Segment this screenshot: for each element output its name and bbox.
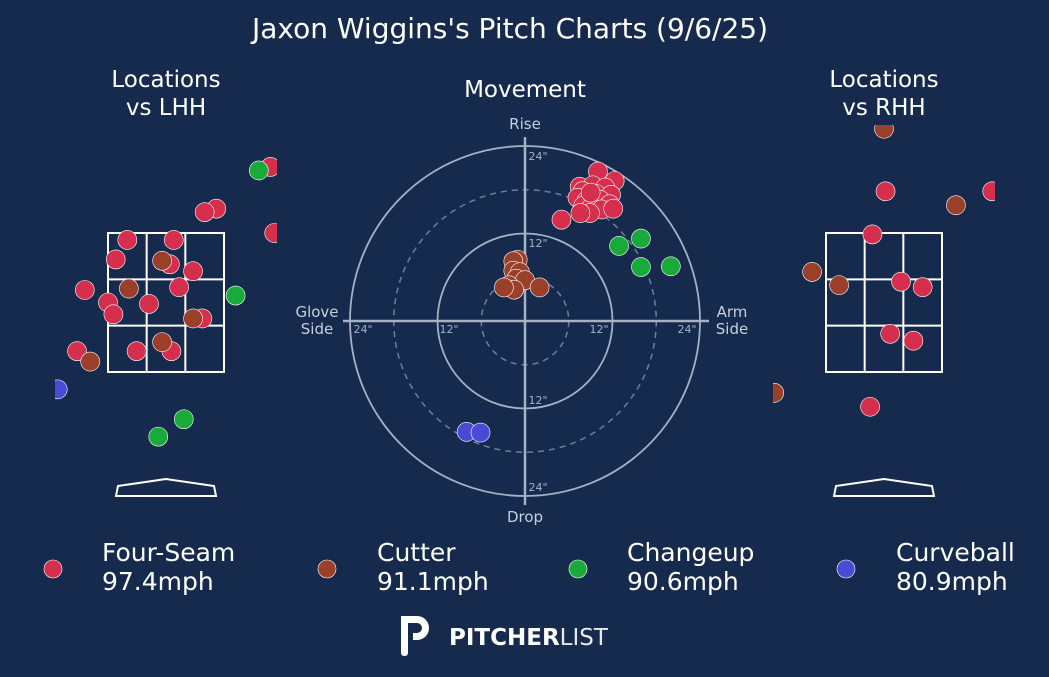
lhh-point-changeup (173, 409, 194, 430)
axis-label-drop: Drop (507, 508, 543, 526)
lhh-locations-panel (55, 157, 277, 497)
lhh-point-cutter (183, 308, 203, 329)
rhh-strike-zone (825, 232, 943, 373)
movement-point-changeup (631, 228, 651, 249)
lhh-point-four-seam (169, 277, 189, 298)
rhh-point-cutter (773, 383, 784, 403)
movement-title: Movement (464, 77, 586, 103)
rhh-point-four-seam (982, 181, 995, 202)
movement-point-four-seam (551, 209, 572, 230)
lhh-point-four-seam (103, 304, 124, 325)
rhh-point-four-seam (875, 181, 896, 202)
legend-label-changeup: Changeup (627, 538, 754, 567)
rhh-title-line2: vs RHH (842, 95, 925, 121)
lhh-point-four-seam (194, 202, 215, 222)
lhh-point-cutter (119, 278, 139, 299)
legend-speed-cutter: 91.1mph (377, 567, 489, 596)
axis-label-arm-2: Side (716, 320, 748, 338)
axis-label-rise: Rise (509, 115, 541, 133)
rhh-home-plate (832, 477, 936, 497)
lhh-point-curveball (55, 379, 68, 400)
lhh-point-four-seam (67, 341, 87, 361)
rhh-point-four-seam (860, 396, 880, 417)
legend: Four-Seam 97.4mph Cutter 91.1mph Changeu… (43, 538, 1015, 596)
legend-marker-four-seam (43, 559, 63, 579)
rhh-point-four-seam (862, 224, 883, 245)
movement-point-cutter (494, 277, 514, 298)
rhh-points (773, 125, 995, 417)
lhh-point-changeup (248, 160, 269, 181)
lhh-title-line2: vs LHH (126, 95, 206, 121)
lhh-point-four-seam (183, 261, 203, 282)
lhh-point-changeup (148, 426, 169, 447)
rhh-point-four-seam (912, 277, 933, 298)
legend-speed-four-seam: 97.4mph (102, 567, 214, 596)
legend-label-curveball: Curveball (896, 538, 1015, 567)
lhh-point-four-seam (126, 341, 147, 361)
lhh-home-plate (114, 477, 218, 497)
rhh-point-cutter (874, 125, 894, 139)
legend-label-cutter: Cutter (377, 538, 456, 567)
lhh-point-cutter (80, 351, 101, 372)
legend-marker-cutter (317, 559, 337, 579)
tick-top-12: 12" (528, 237, 547, 250)
axis-label-glove-2: Side (301, 320, 333, 338)
legend-label-four-seam: Four-Seam (102, 538, 235, 567)
tick-left-12: 12" (439, 323, 458, 336)
lhh-point-cutter (152, 332, 172, 352)
rhh-point-four-seam (880, 323, 900, 344)
legend-marker-changeup (568, 559, 588, 579)
movement-point-changeup (609, 236, 629, 256)
movement-plot: Rise Drop Glove Side Arm Side 24" 12" 12… (295, 115, 748, 526)
lhh-point-four-seam (139, 294, 159, 314)
movement-points (456, 161, 681, 443)
lhh-point-four-seam (105, 249, 126, 270)
legend-marker-curveball (836, 559, 856, 579)
lhh-points (55, 157, 277, 447)
rhh-locations-panel (773, 125, 995, 497)
legend-speed-curveball: 80.9mph (896, 567, 1008, 596)
chart-title: Jaxon Wiggins's Pitch Charts (9/6/25) (250, 12, 768, 45)
lhh-point-changeup (225, 285, 246, 306)
lhh-title-line1: Locations (111, 67, 220, 93)
axis-label-glove-1: Glove (295, 303, 338, 321)
pitcherlist-p-icon (401, 616, 429, 656)
tick-bottom-24: 24" (528, 481, 547, 494)
rhh-point-four-seam (903, 330, 924, 351)
rhh-point-four-seam (891, 271, 911, 292)
lhh-point-four-seam (264, 223, 277, 243)
rhh-point-cutter (946, 195, 966, 215)
tick-left-24: 24" (353, 323, 372, 336)
tick-bottom-12: 12" (528, 394, 547, 407)
movement-point-curveball (470, 422, 491, 443)
pitcherlist-logo: PITCHERLIST (401, 616, 609, 656)
lhh-point-cutter (152, 250, 172, 271)
tick-right-24: 24" (677, 323, 696, 336)
rhh-title-line1: Locations (829, 67, 938, 93)
movement-point-cutter (529, 277, 550, 298)
legend-speed-changeup: 90.6mph (627, 567, 739, 596)
axis-label-arm-1: Arm (717, 303, 748, 321)
rhh-point-cutter (829, 275, 849, 295)
movement-point-changeup (661, 256, 681, 277)
brand-text-light: LIST (560, 625, 609, 651)
rhh-point-cutter (802, 262, 822, 282)
lhh-point-four-seam (75, 280, 95, 300)
movement-point-changeup (631, 257, 651, 277)
movement-point-four-seam (570, 203, 591, 223)
lhh-point-four-seam (117, 230, 138, 250)
movement-point-four-seam (580, 182, 601, 203)
tick-top-24: 24" (528, 150, 547, 163)
movement-point-four-seam (603, 198, 624, 219)
lhh-point-four-seam (163, 230, 184, 250)
tick-right-12: 12" (589, 323, 608, 336)
brand-text-bold: PITCHERLIST (449, 625, 609, 651)
